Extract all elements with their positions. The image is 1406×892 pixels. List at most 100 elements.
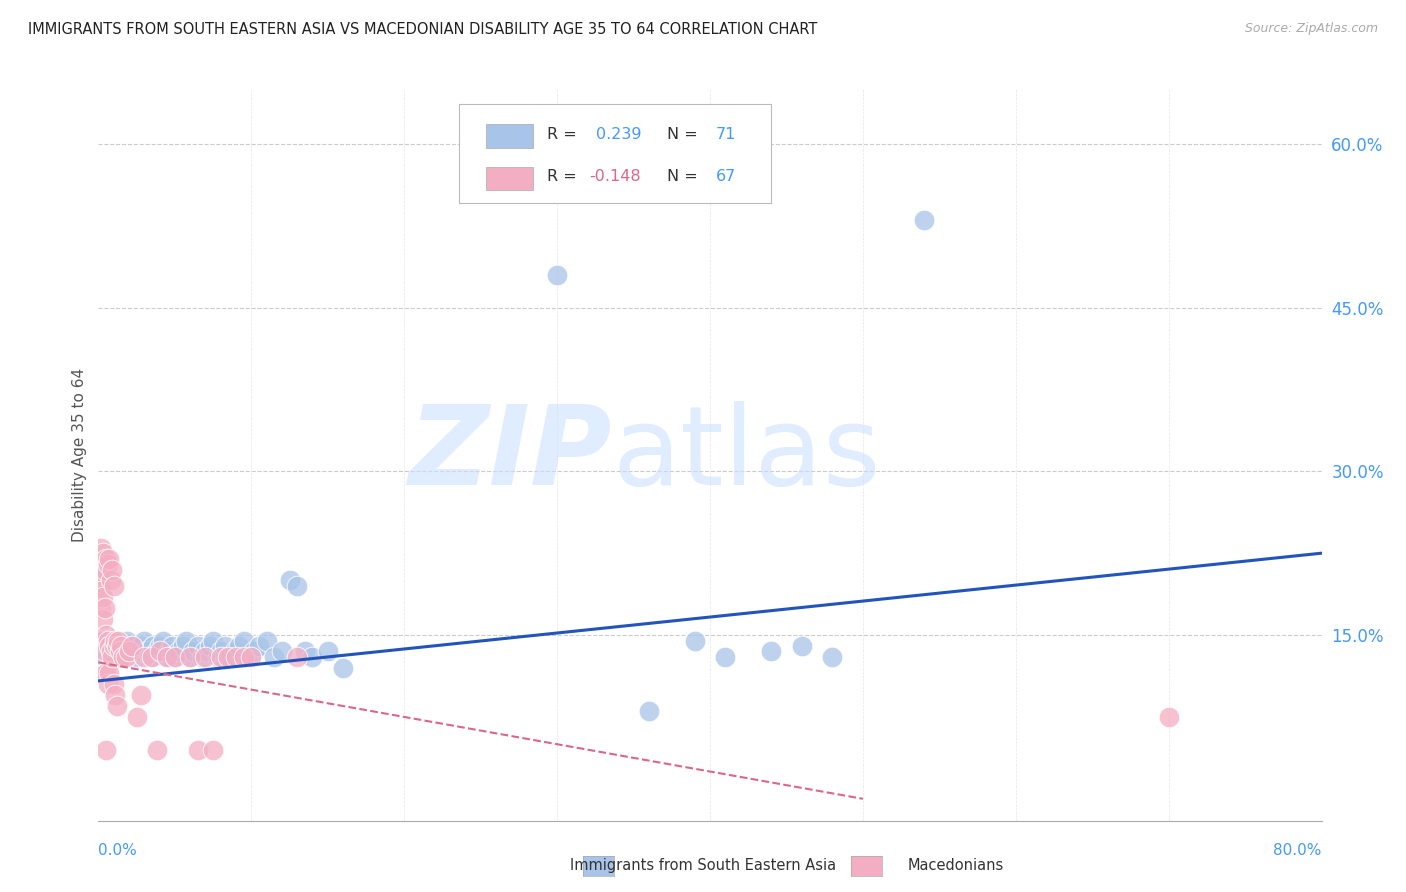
Point: [91, 546, 114, 560]
Point: [160, 639, 183, 653]
Point: [247, 639, 270, 653]
Point: [149, 644, 172, 658]
Point: [637, 705, 661, 719]
Point: [224, 644, 246, 658]
Point: [139, 649, 162, 664]
Text: ZIP: ZIP: [409, 401, 612, 508]
Point: [129, 639, 152, 653]
Point: [89, 551, 111, 566]
Point: [118, 644, 141, 658]
Text: 0.0%: 0.0%: [98, 843, 138, 858]
Point: [278, 574, 301, 588]
Point: [285, 649, 308, 664]
Point: [104, 639, 127, 653]
Point: [91, 590, 114, 604]
Point: [98, 639, 121, 653]
Point: [98, 551, 121, 566]
Point: [156, 649, 179, 664]
Point: [101, 563, 124, 577]
Point: [103, 639, 125, 653]
Point: [129, 688, 152, 702]
Point: [141, 649, 163, 664]
Point: [100, 574, 122, 588]
Text: Macedonians: Macedonians: [908, 858, 1004, 872]
Point: [136, 644, 159, 658]
Point: [157, 644, 180, 658]
Point: [187, 742, 209, 756]
FancyBboxPatch shape: [486, 167, 533, 190]
Point: [111, 644, 134, 658]
Text: -0.148: -0.148: [589, 169, 641, 185]
Point: [207, 649, 229, 664]
Point: [101, 649, 124, 664]
Point: [90, 541, 112, 555]
Point: [145, 644, 167, 658]
Point: [104, 633, 127, 648]
Point: [91, 612, 114, 626]
Point: [100, 644, 122, 658]
Point: [107, 633, 129, 648]
Point: [104, 688, 127, 702]
Text: 0.239: 0.239: [596, 128, 641, 142]
Point: [179, 649, 201, 664]
Point: [912, 213, 935, 227]
Text: N =: N =: [668, 169, 703, 185]
Point: [759, 644, 782, 658]
Point: [97, 557, 120, 571]
Point: [240, 649, 263, 664]
Point: [142, 639, 165, 653]
Point: [98, 639, 121, 653]
Point: [94, 666, 117, 681]
Point: [94, 628, 117, 642]
FancyBboxPatch shape: [486, 125, 533, 148]
Text: atlas: atlas: [612, 401, 880, 508]
Point: [97, 677, 120, 691]
Text: 80.0%: 80.0%: [1274, 843, 1322, 858]
Point: [125, 710, 148, 724]
Point: [103, 579, 125, 593]
Point: [93, 563, 115, 577]
Point: [118, 644, 141, 658]
Point: [270, 644, 292, 658]
Point: [94, 551, 117, 566]
Text: IMMIGRANTS FROM SOUTH EASTERN ASIA VS MACEDONIAN DISABILITY AGE 35 TO 64 CORRELA: IMMIGRANTS FROM SOUTH EASTERN ASIA VS MA…: [28, 22, 817, 37]
Point: [169, 644, 191, 658]
Point: [163, 649, 186, 664]
Point: [228, 639, 250, 653]
Point: [232, 633, 254, 648]
Point: [191, 649, 214, 664]
Point: [93, 600, 115, 615]
Point: [225, 649, 247, 664]
FancyBboxPatch shape: [460, 103, 772, 202]
Point: [209, 644, 232, 658]
Point: [103, 644, 125, 658]
Text: 67: 67: [716, 169, 737, 185]
Point: [155, 649, 177, 664]
Point: [111, 649, 134, 664]
Point: [202, 742, 225, 756]
Point: [238, 649, 260, 664]
Point: [187, 639, 209, 653]
Text: 71: 71: [716, 128, 737, 142]
Point: [546, 268, 568, 282]
Point: [179, 649, 201, 664]
Point: [103, 677, 125, 691]
Point: [121, 639, 143, 653]
Text: R =: R =: [547, 169, 582, 185]
Point: [110, 649, 132, 664]
Point: [128, 644, 150, 658]
Point: [683, 633, 706, 648]
Point: [89, 639, 111, 653]
Point: [93, 666, 115, 681]
Point: [93, 649, 115, 664]
Text: Immigrants from South Eastern Asia: Immigrants from South Eastern Asia: [569, 858, 837, 872]
Point: [149, 639, 172, 653]
Point: [232, 649, 254, 664]
Point: [174, 633, 197, 648]
Point: [198, 639, 221, 653]
Point: [316, 644, 339, 658]
Point: [108, 639, 131, 653]
Point: [91, 633, 114, 648]
Point: [98, 666, 121, 681]
Point: [91, 633, 114, 648]
